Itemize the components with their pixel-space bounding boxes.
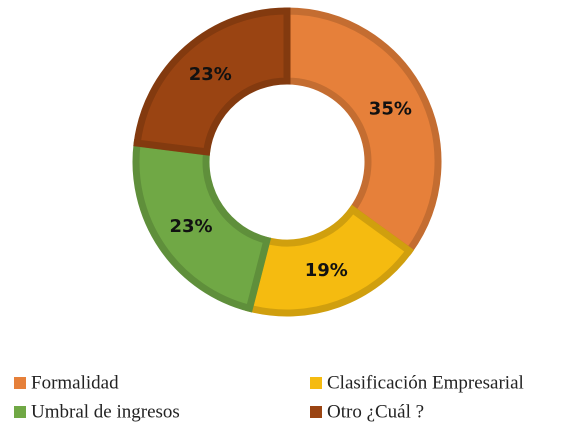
legend-swatch (310, 377, 322, 389)
legend-label: Otro ¿Cuál ? (327, 401, 424, 422)
value-label: 19% (305, 260, 348, 281)
value-label: 23% (189, 64, 232, 85)
legend-swatch (14, 377, 26, 389)
legend-swatch (310, 406, 322, 418)
value-label: 35% (369, 98, 412, 119)
legend-label: Clasificación Empresarial (327, 372, 524, 393)
value-label: 23% (170, 216, 213, 237)
legend-swatch (14, 406, 26, 418)
donut-segment (245, 204, 415, 317)
donut-segment (133, 7, 291, 156)
donut-segment (132, 139, 272, 313)
donut-segment (283, 7, 442, 256)
legend-label: Umbral de ingresos (31, 401, 180, 422)
legend-label: Formalidad (31, 372, 119, 393)
